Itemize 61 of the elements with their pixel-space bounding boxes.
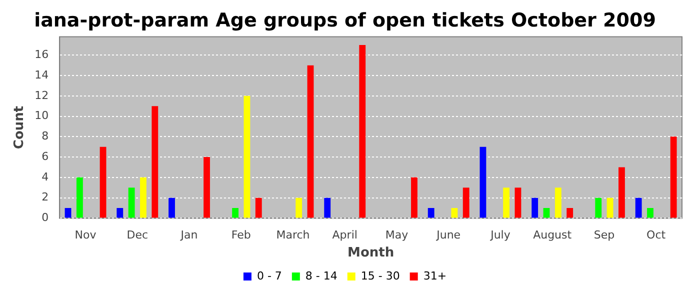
bar [595,198,602,218]
bar [100,146,106,218]
y-tick-label: 16 [34,48,49,62]
legend-label: 31+ [423,269,447,282]
bar [411,177,418,218]
bar [204,157,210,218]
bar [232,208,239,218]
bar [480,146,486,218]
bar [152,106,158,218]
legend-label: 15 - 30 [360,269,400,282]
bar [514,188,522,218]
x-tick-label: June [436,228,461,242]
x-tick-label: Oct [646,228,666,242]
bar [296,198,302,218]
y-tick-label: 12 [34,88,49,102]
bar [532,198,538,218]
chart-title: iana-prot-param Age groups of open tickets October 2009 [34,9,656,32]
bar [307,65,314,218]
x-tick-label: Feb [231,228,251,242]
bar [647,208,654,218]
y-axis-title: Count [12,106,28,150]
x-tick-label: Dec [126,228,148,242]
x-tick-label: March [276,228,310,242]
bar [359,44,366,218]
bar [566,208,574,218]
bar [618,167,625,218]
x-tick-label: May [385,228,409,242]
y-tick-label: 4 [42,170,49,184]
y-tick-label: 2 [42,190,49,204]
bar [140,177,146,218]
bar [428,208,434,218]
bar [554,188,562,218]
y-tick-label: 14 [34,68,49,82]
bar [670,136,677,218]
x-tick-label: Sep [594,228,615,242]
y-tick-label: 0 [42,211,49,224]
legend-label: 8 - 14 [305,269,338,282]
bar [635,198,642,218]
bar [128,188,135,218]
x-tick-label: April [332,228,358,242]
bar [64,208,72,218]
y-tick-label: 10 [34,109,49,122]
x-tick-label: July [490,228,511,242]
bar [255,198,262,218]
bar [451,208,458,218]
y-tick-label: 8 [42,130,49,143]
x-tick-label: Nov [74,228,97,242]
x-tick-label: August [533,228,572,242]
bar [462,188,470,218]
bar [324,198,331,218]
legend-label: 0 - 7 [256,269,282,282]
x-axis-title: Month [348,246,394,261]
bar [503,188,510,218]
y-tick-label: 6 [42,150,49,163]
bar [168,198,175,218]
bar [244,96,250,218]
bar [116,208,124,218]
bar [606,198,614,218]
bar [543,208,550,218]
x-tick-label: Jan [180,228,198,242]
bar [76,177,83,218]
